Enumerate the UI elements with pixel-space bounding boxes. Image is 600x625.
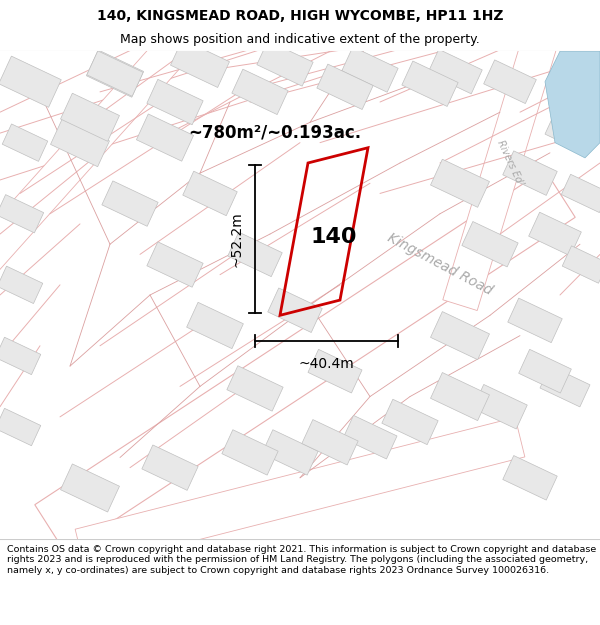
Polygon shape [431,372,490,421]
Polygon shape [2,124,48,161]
Polygon shape [61,464,119,512]
Polygon shape [227,366,283,411]
Polygon shape [0,20,367,184]
Polygon shape [443,36,557,311]
Text: ~52.2m: ~52.2m [229,211,243,267]
Polygon shape [308,349,362,393]
Polygon shape [35,169,575,552]
Text: ~40.4m: ~40.4m [299,357,355,371]
Polygon shape [562,174,600,213]
Text: ~780m²/~0.193ac.: ~780m²/~0.193ac. [188,124,361,141]
Polygon shape [503,456,557,500]
Polygon shape [87,51,143,96]
Polygon shape [562,246,600,283]
Polygon shape [545,51,600,158]
Polygon shape [0,338,41,374]
Polygon shape [0,266,43,304]
Polygon shape [0,408,41,446]
Polygon shape [183,171,237,216]
Polygon shape [473,384,527,429]
Polygon shape [402,61,458,106]
Polygon shape [187,302,244,349]
Text: Rivers Ed’: Rivers Ed’ [495,139,525,188]
Polygon shape [268,288,322,332]
Polygon shape [545,112,595,153]
Polygon shape [257,41,313,86]
Polygon shape [228,232,282,277]
Polygon shape [540,366,590,407]
Polygon shape [382,399,438,444]
Polygon shape [302,419,358,465]
Polygon shape [343,416,397,459]
Polygon shape [75,418,525,569]
Text: 140, KINGSMEAD ROAD, HIGH WYCOMBE, HP11 1HZ: 140, KINGSMEAD ROAD, HIGH WYCOMBE, HP11 … [97,9,503,23]
Text: Kingsmead Road: Kingsmead Road [385,231,495,298]
Polygon shape [431,312,490,359]
Polygon shape [503,151,557,196]
Polygon shape [50,119,109,167]
Polygon shape [61,93,119,141]
Text: 140: 140 [311,227,357,247]
Polygon shape [0,194,44,233]
Polygon shape [142,445,198,491]
Polygon shape [86,50,143,98]
Polygon shape [342,47,398,92]
Polygon shape [147,79,203,125]
Text: Map shows position and indicative extent of the property.: Map shows position and indicative extent… [120,34,480,46]
Polygon shape [170,39,229,88]
Polygon shape [262,430,318,475]
Polygon shape [0,29,193,277]
Polygon shape [508,298,562,343]
Polygon shape [147,242,203,288]
Polygon shape [529,213,581,256]
Polygon shape [428,49,482,94]
Polygon shape [431,159,490,208]
Polygon shape [0,56,61,108]
Polygon shape [484,60,536,104]
Polygon shape [102,181,158,226]
Polygon shape [518,349,571,393]
Polygon shape [317,64,373,109]
Polygon shape [462,221,518,267]
Polygon shape [136,114,194,161]
Text: Contains OS data © Crown copyright and database right 2021. This information is : Contains OS data © Crown copyright and d… [7,545,596,574]
Polygon shape [232,69,288,114]
Polygon shape [222,430,278,475]
